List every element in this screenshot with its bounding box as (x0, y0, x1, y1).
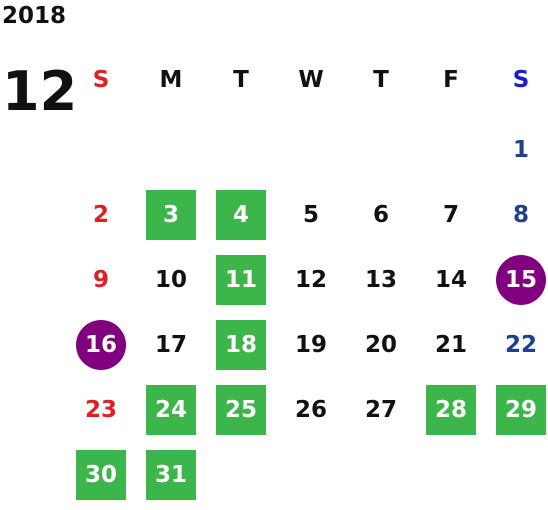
calendar-day-9[interactable]: 9 (92, 266, 109, 293)
weekday-header-row: S M T W T F S (66, 62, 548, 98)
month-number: 12 (2, 60, 78, 123)
weekday-tuesday: T (233, 67, 249, 93)
year-label: 2018 (2, 3, 67, 29)
calendar-day-15[interactable]: 15 (496, 255, 546, 305)
calendar-day-11[interactable]: 11 (216, 255, 266, 305)
calendar-day-3[interactable]: 3 (146, 190, 196, 240)
weekday-friday: F (443, 67, 459, 93)
day-grid: 1 2 3 4 5 6 7 8 9 10 11 12 13 14 15 16 17 18 19 20 21 22 23 24 2… (66, 120, 548, 510)
calendar-day-21[interactable]: 21 (434, 331, 467, 358)
calendar-day-22[interactable]: 22 (504, 331, 537, 358)
calendar-day-28[interactable]: 28 (426, 385, 476, 435)
weekday-monday: M (159, 67, 183, 93)
calendar-day-2[interactable]: 2 (92, 201, 109, 228)
calendar-day-10[interactable]: 10 (154, 266, 187, 293)
calendar-day-20[interactable]: 20 (364, 331, 397, 358)
calendar-day-8[interactable]: 8 (512, 201, 529, 228)
calendar-day-16[interactable]: 16 (76, 320, 126, 370)
calendar-day-27[interactable]: 27 (364, 396, 397, 423)
calendar-day-6[interactable]: 6 (372, 201, 389, 228)
calendar-day-30[interactable]: 30 (76, 450, 126, 500)
calendar-day-19[interactable]: 19 (294, 331, 327, 358)
calendar-day-1[interactable]: 1 (512, 136, 529, 163)
calendar-day-31[interactable]: 31 (146, 450, 196, 500)
weekday-thursday: T (373, 67, 389, 93)
calendar-day-18[interactable]: 18 (216, 320, 266, 370)
calendar-day-14[interactable]: 14 (434, 266, 467, 293)
weekday-wednesday: W (298, 67, 324, 93)
weekday-saturday: S (512, 67, 530, 93)
weekday-sunday: S (92, 67, 110, 93)
calendar-day-24[interactable]: 24 (146, 385, 196, 435)
calendar-day-13[interactable]: 13 (364, 266, 397, 293)
calendar-day-12[interactable]: 12 (294, 266, 327, 293)
calendar-day-23[interactable]: 23 (84, 396, 117, 423)
calendar-day-26[interactable]: 26 (294, 396, 327, 423)
calendar-day-5[interactable]: 5 (302, 201, 319, 228)
calendar-day-7[interactable]: 7 (442, 201, 459, 228)
calendar-day-4[interactable]: 4 (216, 190, 266, 240)
calendar-day-29[interactable]: 29 (496, 385, 546, 435)
calendar-day-25[interactable]: 25 (216, 385, 266, 435)
calendar-day-17[interactable]: 17 (154, 331, 187, 358)
